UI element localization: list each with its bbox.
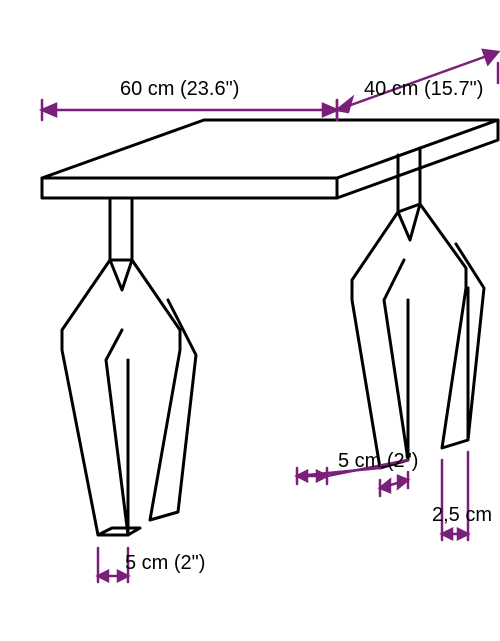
- dim-foot-back-ticks: [380, 472, 408, 496]
- label-width: 60 cm (23.6"): [120, 78, 239, 101]
- top-frame-front: [42, 178, 337, 198]
- leg-lf-stem: [110, 198, 132, 260]
- label-foot-back: 5 cm (2"): [338, 450, 418, 473]
- leg-lf-v: [110, 260, 132, 290]
- table-frame-outline: [42, 120, 498, 535]
- label-depth: 40 cm (15.7"): [364, 78, 483, 101]
- leg-rb-stem: [398, 148, 420, 212]
- label-foot-front: 5 cm (2"): [125, 552, 205, 575]
- dim-foot-front: [98, 548, 128, 582]
- leg-lf-right: [132, 260, 196, 520]
- label-foot-thickness: 2,5 cm: [432, 504, 492, 527]
- leg-rb-left: [352, 212, 408, 468]
- dimension-lines: [42, 50, 498, 582]
- top-frame-right: [337, 120, 498, 198]
- leg-rb-right: [420, 204, 484, 448]
- leg-lf-foot-front: [98, 528, 140, 535]
- leg-lf-left: [62, 260, 128, 535]
- top-frame-top: [42, 120, 498, 178]
- dim-width: [42, 100, 337, 120]
